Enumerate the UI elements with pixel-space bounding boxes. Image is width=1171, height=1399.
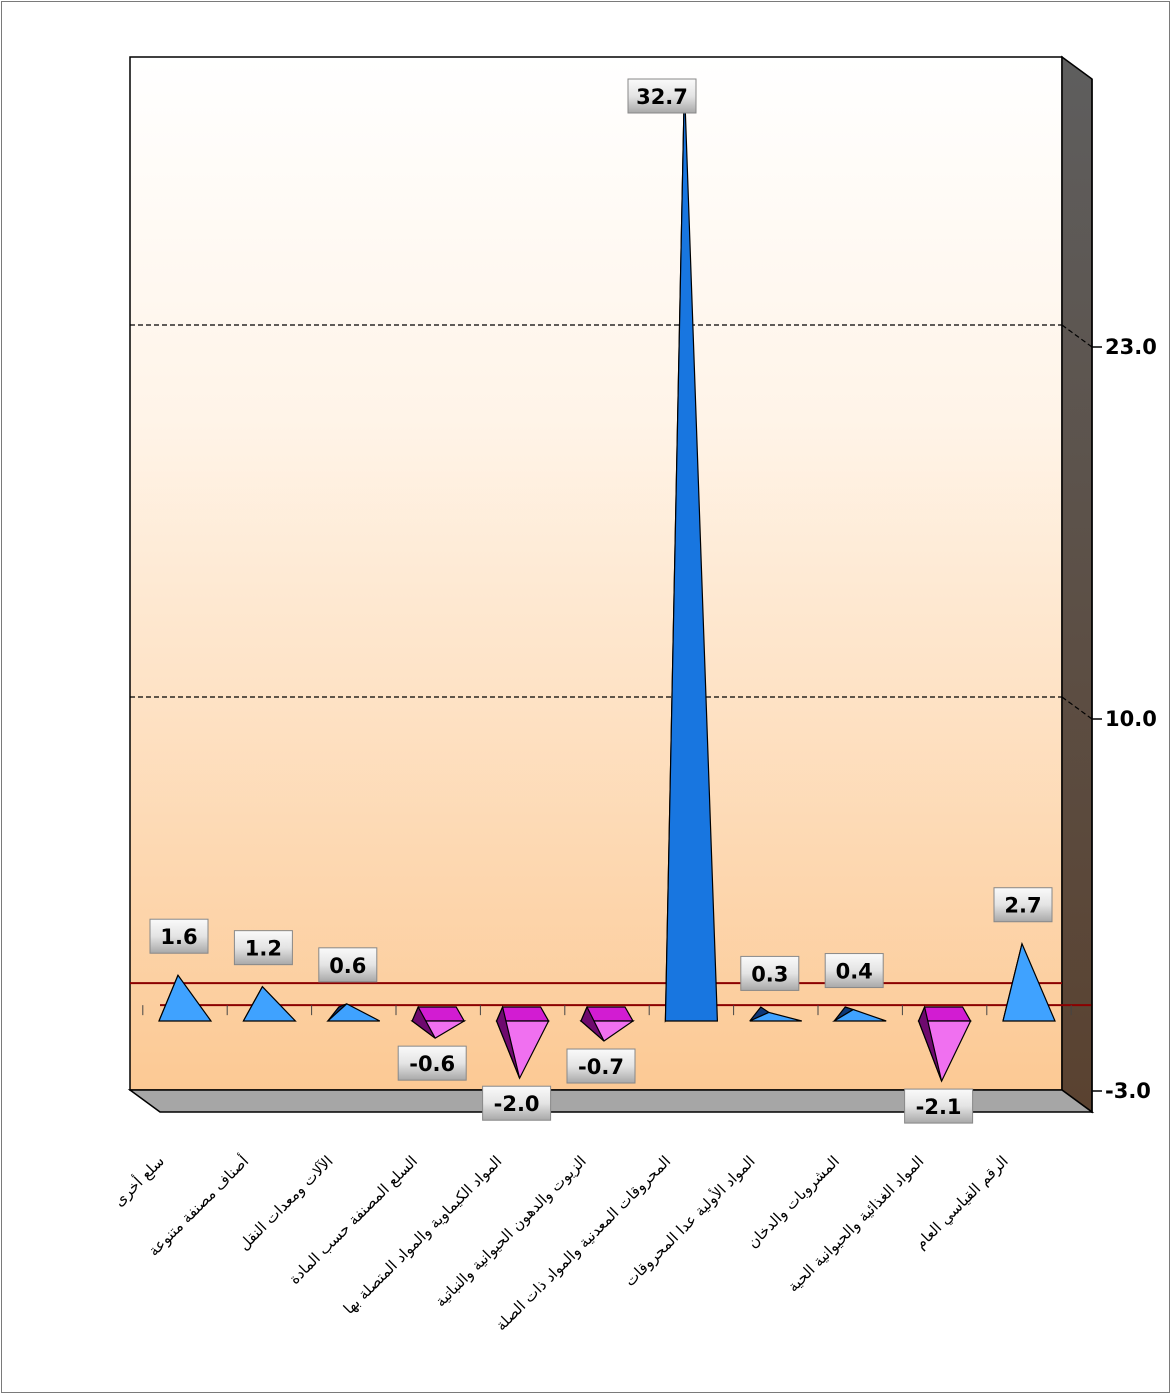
gridline-side-0 [1061,324,1093,348]
data-label-box-3 [397,1045,467,1081]
y-tick-label-1: 10.0 [1105,707,1157,731]
bar-5 [579,1005,635,1042]
data-label-4: -2.0 [482,1085,552,1121]
bar-2-front-face [326,1003,381,1022]
bar-6-front-face [664,85,719,1022]
bar-7 [749,1006,802,1022]
data-label-text-5: -0.7 [578,1055,624,1079]
data-label-10: 2.7 [993,887,1053,923]
data-label-box-7 [740,955,800,991]
data-label-box-0 [149,918,209,954]
data-label-7: 0.3 [740,955,800,991]
data-label-6: 32.7 [627,78,697,114]
data-label-8: 0.4 [824,953,884,989]
category-label-6: المحروقات المعدنية والمواد ذات الصلة [492,1152,674,1334]
gridline-side-1 [1061,696,1093,720]
side-wall [1061,55,1093,1114]
bar-5-left-face [580,1005,605,1042]
data-label-3: -0.6 [397,1045,467,1081]
data-label-2: 0.6 [318,947,378,983]
category-label-9: المواد الغذائية والحيوانية الحية [784,1152,927,1295]
data-label-text-1: 1.2 [245,937,282,961]
data-label-9: -2.1 [904,1088,974,1124]
bar-10 [1002,941,1056,1022]
data-label-text-0: 1.6 [160,925,197,949]
category-label-8: المشروبات والدخان [744,1152,843,1251]
data-label-text-8: 0.4 [836,960,873,984]
bar-0-front-face [158,973,213,1022]
bar-10-front-face [1002,941,1056,1022]
data-label-text-9: -2.1 [916,1095,962,1119]
bar-9-left-face [917,1005,943,1082]
data-label-5: -0.7 [566,1048,636,1084]
category-label-4: المواد الكيماوية والمواد المتصلة بها [340,1152,506,1318]
bar-8-front-face [832,1008,887,1022]
category-label-5: الزيوت والدهون الحيوانية والنباتية [432,1152,590,1310]
data-label-0: 1.6 [149,918,209,954]
data-label-1: 1.2 [233,930,293,966]
category-label-10: الرقم القياسي العام [911,1152,1012,1253]
data-label-text-3: -0.6 [409,1052,455,1076]
category-label-0: سلع أخرى [109,1151,168,1210]
bar-4-left-face [495,1005,521,1079]
data-label-box-8 [824,953,884,989]
bar-6 [664,85,719,1023]
data-label-text-4: -2.0 [494,1092,540,1116]
bar-3 [410,1005,467,1039]
back-wall [129,56,1063,1091]
data-label-box-2 [318,947,378,983]
data-label-box-4 [482,1085,552,1121]
data-label-box-9 [904,1088,974,1124]
y-tick-label-0: 23.0 [1105,335,1157,359]
bar-7-front-face [749,1011,802,1022]
data-label-box-6 [627,78,697,114]
data-label-box-5 [566,1048,636,1084]
y-tick-label-2: -3.0 [1105,1079,1151,1103]
data-label-text-10: 2.7 [1004,894,1041,918]
bar-1 [242,985,297,1022]
bar-1-front-face [242,985,297,1022]
bar-4 [495,1005,550,1080]
bar-9 [917,1005,972,1083]
data-label-text-2: 0.6 [329,954,366,978]
data-label-box-1 [233,930,293,966]
data-label-text-6: 32.7 [636,85,688,109]
data-label-box-10 [993,887,1053,923]
bar-8 [832,1006,887,1022]
bar-2 [326,1003,381,1022]
bar-0 [158,973,213,1022]
bar-3-left-face [411,1005,436,1039]
data-label-text-7: 0.3 [751,962,788,986]
